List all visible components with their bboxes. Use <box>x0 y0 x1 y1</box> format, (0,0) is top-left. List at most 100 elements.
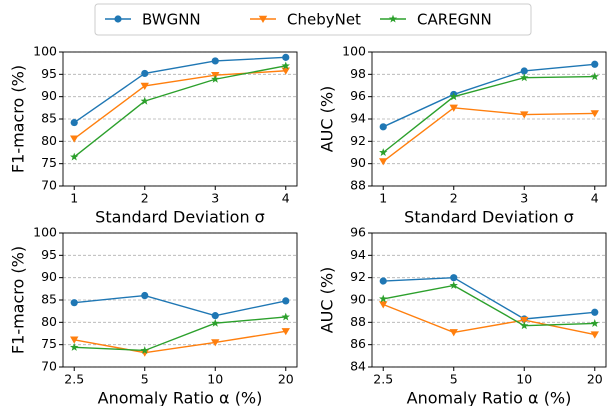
x-tick-label: 2 <box>450 191 458 206</box>
data-point <box>449 281 458 290</box>
y-tick-label: 100 <box>342 44 366 59</box>
legend-marker <box>258 15 268 23</box>
data-point <box>70 336 79 344</box>
data-point <box>590 319 599 328</box>
series-line <box>74 330 286 354</box>
series-line <box>382 63 595 128</box>
x-axis-label: Standard Deviation σ <box>404 208 574 227</box>
data-point <box>590 331 599 339</box>
y-tick-label: 90 <box>350 292 366 307</box>
x-tick-label: 5 <box>141 372 149 387</box>
data-point <box>379 294 388 303</box>
data-point <box>379 277 387 285</box>
data-point <box>211 74 220 83</box>
data-point <box>281 328 290 336</box>
x-tick-label: 1 <box>379 191 387 206</box>
y-tick-label: 100 <box>33 44 57 59</box>
data-point <box>70 342 79 351</box>
data-point <box>70 299 78 307</box>
data-point <box>140 346 149 355</box>
data-point <box>520 111 529 119</box>
y-tick-label: 95 <box>41 247 57 262</box>
axes-frame <box>371 51 607 187</box>
y-tick-label: 86 <box>350 336 366 351</box>
y-tick-label: 94 <box>350 247 366 262</box>
x-axis-label: Standard Deviation σ <box>95 208 265 227</box>
x-axis-label: Anomaly Ratio α (%) <box>98 389 263 406</box>
x-tick-label: 3 <box>211 191 219 206</box>
y-tick-label: 85 <box>41 292 57 307</box>
data-point <box>520 67 528 75</box>
x-tick-label: 10 <box>207 372 223 387</box>
data-point <box>281 312 290 321</box>
x-tick-label: 20 <box>587 372 603 387</box>
series-line <box>74 294 286 317</box>
data-point <box>591 308 599 316</box>
data-point <box>591 60 599 68</box>
y-tick-label: 88 <box>350 314 366 329</box>
y-tick-label: 90 <box>350 155 366 170</box>
legend-label: BWGNN <box>142 11 201 29</box>
x-tick-label: 5 <box>450 372 458 387</box>
data-point <box>379 123 387 131</box>
series-line <box>383 284 595 327</box>
data-point <box>70 118 78 127</box>
series-line <box>383 276 595 320</box>
data-point <box>141 69 149 78</box>
y-tick-label: 85 <box>41 111 57 126</box>
y-tick-label: 80 <box>41 314 57 329</box>
series-line <box>382 75 595 154</box>
data-point <box>449 329 458 337</box>
x-tick-label: 20 <box>278 372 294 387</box>
data-point <box>282 53 290 61</box>
axes-frame <box>62 51 298 187</box>
series-line <box>382 107 595 162</box>
data-point <box>379 158 388 166</box>
data-point <box>520 316 529 325</box>
y-tick-label: 98 <box>350 66 366 81</box>
data-point <box>449 92 458 101</box>
data-point <box>140 96 149 105</box>
legend-box <box>94 3 532 36</box>
x-tick-label: 3 <box>520 191 528 206</box>
legend-label: ChebyNet <box>287 11 361 29</box>
legend-label: CAREGNN <box>417 11 492 29</box>
data-point <box>520 321 529 330</box>
y-tick-label: 92 <box>350 133 366 148</box>
y-tick-label: 70 <box>41 178 57 193</box>
series-line <box>73 65 286 158</box>
x-tick-label: 2 <box>141 191 149 206</box>
y-tick-label: 75 <box>41 336 57 351</box>
data-point <box>450 274 458 282</box>
data-point <box>379 301 388 309</box>
y-tick-label: 96 <box>350 88 366 103</box>
y-tick-label: 88 <box>350 178 366 193</box>
x-tick-label: 2.5 <box>64 372 84 387</box>
series-line <box>73 70 286 140</box>
data-point <box>211 318 220 327</box>
data-point <box>141 291 149 300</box>
legend-marker <box>388 14 398 23</box>
data-point <box>379 148 388 157</box>
data-point <box>140 82 149 90</box>
data-point <box>282 297 290 305</box>
x-tick-label: 4 <box>591 191 599 206</box>
data-point <box>211 312 219 320</box>
legend-marker <box>114 15 122 23</box>
series-line <box>73 56 286 124</box>
y-tick-label: 90 <box>41 88 57 103</box>
series-line <box>382 303 595 336</box>
data-point <box>520 73 529 82</box>
data-point <box>211 339 220 347</box>
y-axis-label: F1-macro (%) <box>9 246 28 354</box>
y-axis-label: AUC (%) <box>318 86 337 153</box>
axes-frame <box>371 232 607 368</box>
y-axis-label: F1-macro (%) <box>9 65 28 173</box>
x-tick-label: 4 <box>282 191 290 206</box>
x-axis-label: Anomaly Ratio α (%) <box>407 389 572 406</box>
y-tick-label: 90 <box>41 269 57 284</box>
data-point <box>70 135 79 143</box>
data-point <box>449 104 458 112</box>
data-point <box>211 57 219 65</box>
y-axis-label: AUC (%) <box>318 267 337 334</box>
